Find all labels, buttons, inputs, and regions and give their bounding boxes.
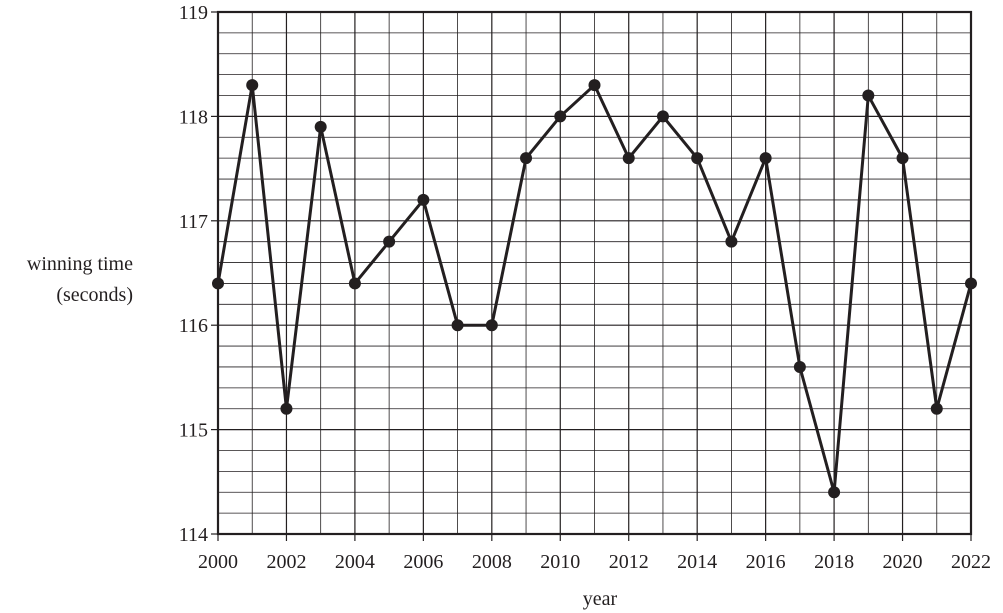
data-point xyxy=(588,79,601,92)
x-tick-label: 2016 xyxy=(746,551,786,573)
y-tick-label: 115 xyxy=(179,420,208,442)
x-tick-label: 2022 xyxy=(951,551,991,573)
x-tick-label: 2020 xyxy=(883,551,923,573)
data-point xyxy=(759,152,772,165)
data-point xyxy=(862,89,875,102)
data-point xyxy=(383,235,396,248)
data-point xyxy=(656,110,669,123)
y-tick-label: 119 xyxy=(179,2,208,24)
x-tick-label: 2008 xyxy=(472,551,512,573)
data-point xyxy=(828,486,841,499)
y-axis-title-line1: winning time xyxy=(27,253,133,275)
data-point xyxy=(246,79,259,92)
data-point xyxy=(554,110,567,123)
y-axis: 114 115 116 117 118 119 xyxy=(179,2,218,546)
data-point xyxy=(793,360,806,373)
y-tick-label: 116 xyxy=(179,315,208,337)
data-point xyxy=(520,152,533,165)
data-point xyxy=(348,277,361,290)
y-tick-label: 118 xyxy=(179,106,208,128)
grid xyxy=(218,12,971,534)
data-point xyxy=(965,277,977,290)
x-tick-label: 2014 xyxy=(677,551,717,573)
x-tick-label: 2010 xyxy=(540,551,580,573)
data-point xyxy=(930,402,943,415)
data-point xyxy=(896,152,909,165)
x-tick-label: 2012 xyxy=(609,551,649,573)
y-axis-title-line2: (seconds) xyxy=(56,284,133,306)
data-point xyxy=(280,402,293,415)
series-layer xyxy=(212,79,977,499)
x-axis: 2000 2002 2004 2006 2008 2010 2012 2014 2016 2018… xyxy=(198,534,991,573)
data-point xyxy=(451,319,464,332)
x-tick-label: 2004 xyxy=(335,551,375,573)
y-tick-label: 117 xyxy=(179,211,208,233)
data-point xyxy=(485,319,498,332)
data-point xyxy=(725,235,738,248)
data-point xyxy=(314,120,327,133)
x-tick-label: 2018 xyxy=(814,551,854,573)
data-point xyxy=(417,193,430,206)
plot-frame xyxy=(216,10,973,536)
x-tick-label: 2006 xyxy=(403,551,443,573)
x-tick-label: 2000 xyxy=(198,551,238,573)
x-tick-label: 2002 xyxy=(266,551,306,573)
data-point xyxy=(691,152,704,165)
x-axis-title: year xyxy=(583,588,618,610)
data-point xyxy=(212,277,224,290)
data-point xyxy=(622,152,635,165)
y-tick-label: 114 xyxy=(179,524,208,546)
